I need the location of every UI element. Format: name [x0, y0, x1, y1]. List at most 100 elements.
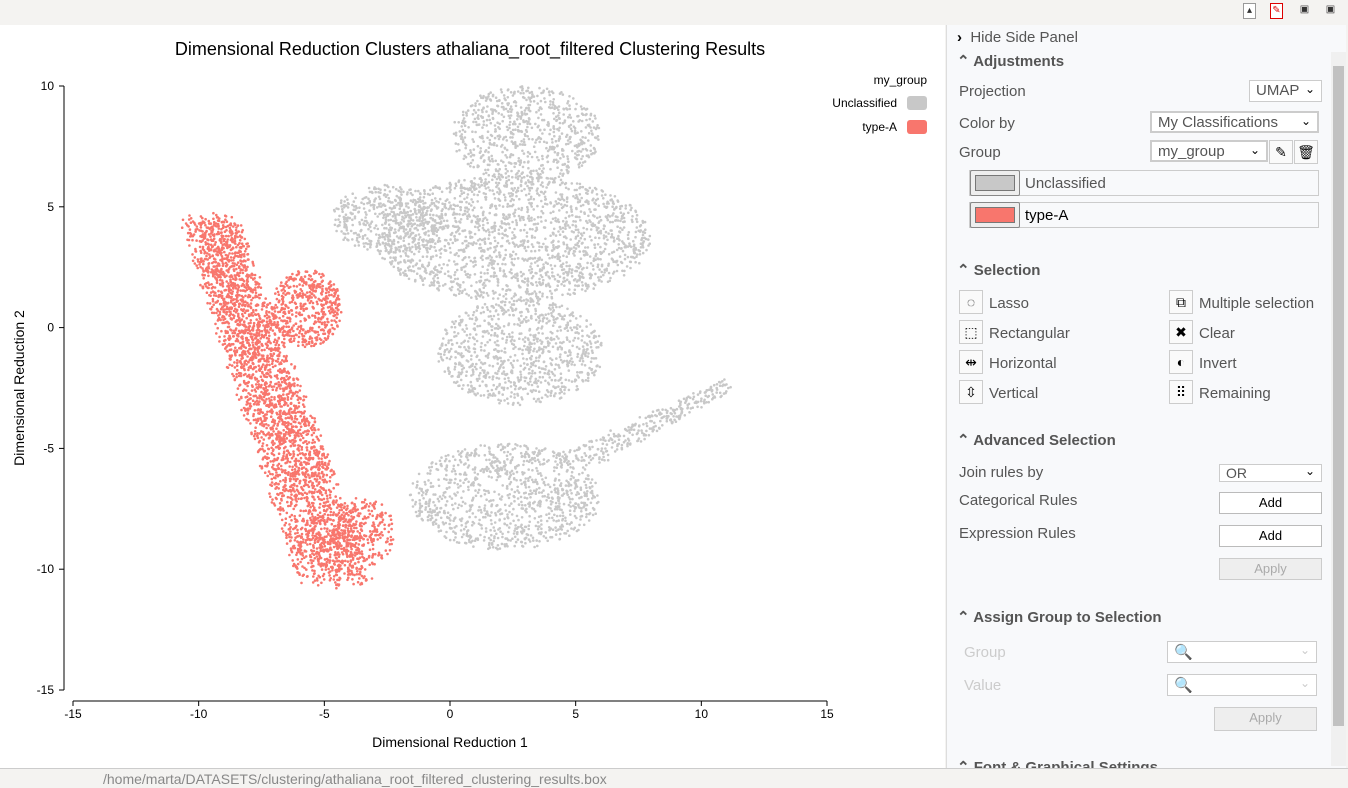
section-title: Assign Group to Selection: [973, 609, 1162, 626]
x-tick-label: -10: [190, 707, 208, 721]
section-title: Font & Graphical Settings: [973, 759, 1158, 768]
section-title: Selection: [973, 262, 1041, 279]
x-tick-label: 10: [695, 707, 709, 721]
file-path: /home/marta/DATASETS/clustering/athalian…: [103, 771, 607, 787]
projection-select[interactable]: UMAP ⌄: [1249, 80, 1322, 102]
pencil-icon: ✎: [1275, 144, 1287, 160]
lasso-icon: ◌: [966, 294, 976, 310]
panel-scrollbar[interactable]: [1331, 52, 1346, 766]
advanced-selection-header[interactable]: ⌃ Advanced Selection: [957, 432, 1116, 449]
legend-label: Unclassified: [832, 96, 897, 110]
tool-label: Lasso: [989, 295, 1030, 312]
assign-value-select[interactable]: 🔍 ⌄: [1167, 674, 1317, 696]
chevron-down-icon: ⌄: [1300, 114, 1311, 128]
invert-icon: ◐: [1176, 354, 1186, 370]
select-value: My Classifications: [1158, 114, 1279, 131]
chevron-down-icon: ⌄: [1304, 82, 1315, 96]
add-categorical-rule-button[interactable]: Add: [1219, 492, 1322, 514]
x-axis-label: Dimensional Reduction 1: [372, 734, 528, 750]
chevron-down-icon: ⌄: [1249, 143, 1260, 157]
color-by-select[interactable]: My Classifications ⌄: [1150, 111, 1319, 133]
chevron-down-icon: ⌄: [1299, 676, 1310, 690]
tool-label: Clear: [1199, 325, 1235, 342]
assign-group-header[interactable]: ⌃ Assign Group to Selection: [957, 609, 1162, 626]
side-panel: › Hide Side Panel ⌃ Adjustments Projecti…: [946, 25, 1346, 768]
assign-value-label: Value: [964, 677, 1002, 694]
trash-icon: 🗑: [1297, 144, 1315, 160]
assign-group-label: Group: [964, 644, 1006, 661]
clear-button[interactable]: ✖: [1169, 320, 1193, 344]
y-tick-label: 0: [47, 321, 54, 335]
multiple-selection-icon: ⧉: [1176, 294, 1186, 310]
selection-header[interactable]: ⌃ Selection: [957, 262, 1041, 279]
y-tick-label: 10: [41, 79, 55, 93]
select-value: UMAP: [1256, 82, 1300, 99]
legend-title: my_group: [874, 73, 928, 87]
group-select[interactable]: my_group ⌄: [1150, 140, 1268, 162]
scatter-plot[interactable]: Dimensional Reduction Clusters athaliana…: [0, 0, 945, 768]
class-name-input[interactable]: Unclassified: [1025, 175, 1106, 192]
save-as-icon[interactable]: ▣: [1325, 4, 1336, 15]
multiple-selection-button[interactable]: ⧉: [1169, 290, 1193, 314]
group-label: Group: [959, 144, 1001, 161]
class-name-input[interactable]: type-A: [1025, 207, 1069, 224]
add-expression-rule-button[interactable]: Add: [1219, 525, 1322, 547]
color-swatch-button[interactable]: [970, 202, 1020, 228]
select-value: OR: [1226, 465, 1247, 481]
remaining-button[interactable]: ⠿: [1169, 380, 1193, 404]
y-tick-label: -5: [43, 441, 54, 455]
x-tick-label: 15: [820, 707, 834, 721]
chevron-down-icon: ⌄: [1299, 643, 1310, 657]
tool-label: Remaining: [1199, 385, 1271, 402]
apply-rules-button[interactable]: Apply: [1219, 558, 1322, 580]
tool-label: Rectangular: [989, 325, 1070, 342]
delete-group-button[interactable]: 🗑: [1294, 140, 1318, 164]
edit-group-button[interactable]: ✎: [1269, 140, 1293, 164]
points: [180, 85, 732, 590]
search-icon: 🔍: [1174, 677, 1193, 694]
plot-area[interactable]: Dimensional Reduction Clusters athaliana…: [0, 25, 945, 768]
categorical-rules-label: Categorical Rules: [959, 492, 1078, 509]
legend-swatch: [907, 120, 927, 134]
export-pdf-icon[interactable]: ✎: [1270, 3, 1283, 19]
scrollbar-thumb[interactable]: [1333, 66, 1344, 726]
y-axis-label: Dimensional Reduction 2: [11, 310, 27, 466]
class-row: type-A: [969, 202, 1319, 228]
rectangle-select-icon: ⬚: [964, 324, 978, 340]
vertical-icon: ⇳: [965, 384, 977, 400]
vertical-button[interactable]: ⇳: [959, 380, 983, 404]
rectangle-select-button[interactable]: ⬚: [959, 320, 983, 344]
horizontal-button[interactable]: ⇹: [959, 350, 983, 374]
join-rules-select[interactable]: OR ⌄: [1219, 464, 1322, 482]
hide-side-panel-toggle[interactable]: › Hide Side Panel: [957, 29, 1078, 46]
tool-label: Horizontal: [989, 355, 1057, 372]
y-tick-label: -15: [37, 683, 55, 697]
tool-label: Invert: [1199, 355, 1237, 372]
expression-rules-label: Expression Rules: [959, 525, 1076, 542]
assign-group-select[interactable]: 🔍 ⌄: [1167, 641, 1317, 663]
invert-button[interactable]: ◐: [1169, 350, 1193, 374]
clear-icon: ✖: [1175, 324, 1187, 340]
assign-apply-button[interactable]: Apply: [1214, 707, 1317, 731]
x-tick-label: -5: [319, 707, 330, 721]
projection-label: Projection: [959, 83, 1026, 100]
x-tick-label: 5: [572, 707, 579, 721]
font-settings-header[interactable]: ⌃ Font & Graphical Settings: [957, 758, 1158, 768]
adjustments-header[interactable]: ⌃ Adjustments: [957, 53, 1065, 70]
tool-label: Multiple selection: [1199, 295, 1315, 312]
chevron-down-icon: ⌄: [1304, 464, 1315, 478]
join-rules-label: Join rules by: [959, 464, 1044, 481]
class-row: Unclassified: [969, 170, 1319, 196]
select-value: my_group: [1158, 143, 1225, 160]
save-icon[interactable]: ▣: [1299, 4, 1310, 15]
section-title: Advanced Selection: [973, 432, 1116, 449]
status-bar: /home/marta/DATASETS/clustering/athalian…: [0, 768, 1348, 788]
lasso-button[interactable]: ◌: [959, 290, 983, 314]
x-tick-label: 0: [447, 707, 454, 721]
legend-label: type-A: [862, 120, 897, 134]
color-swatch-button[interactable]: [970, 170, 1020, 196]
hide-label: Hide Side Panel: [970, 29, 1078, 46]
export-image-icon[interactable]: ▴: [1243, 3, 1256, 19]
color-by-label: Color by: [959, 115, 1015, 132]
y-tick-label: -10: [37, 562, 55, 576]
